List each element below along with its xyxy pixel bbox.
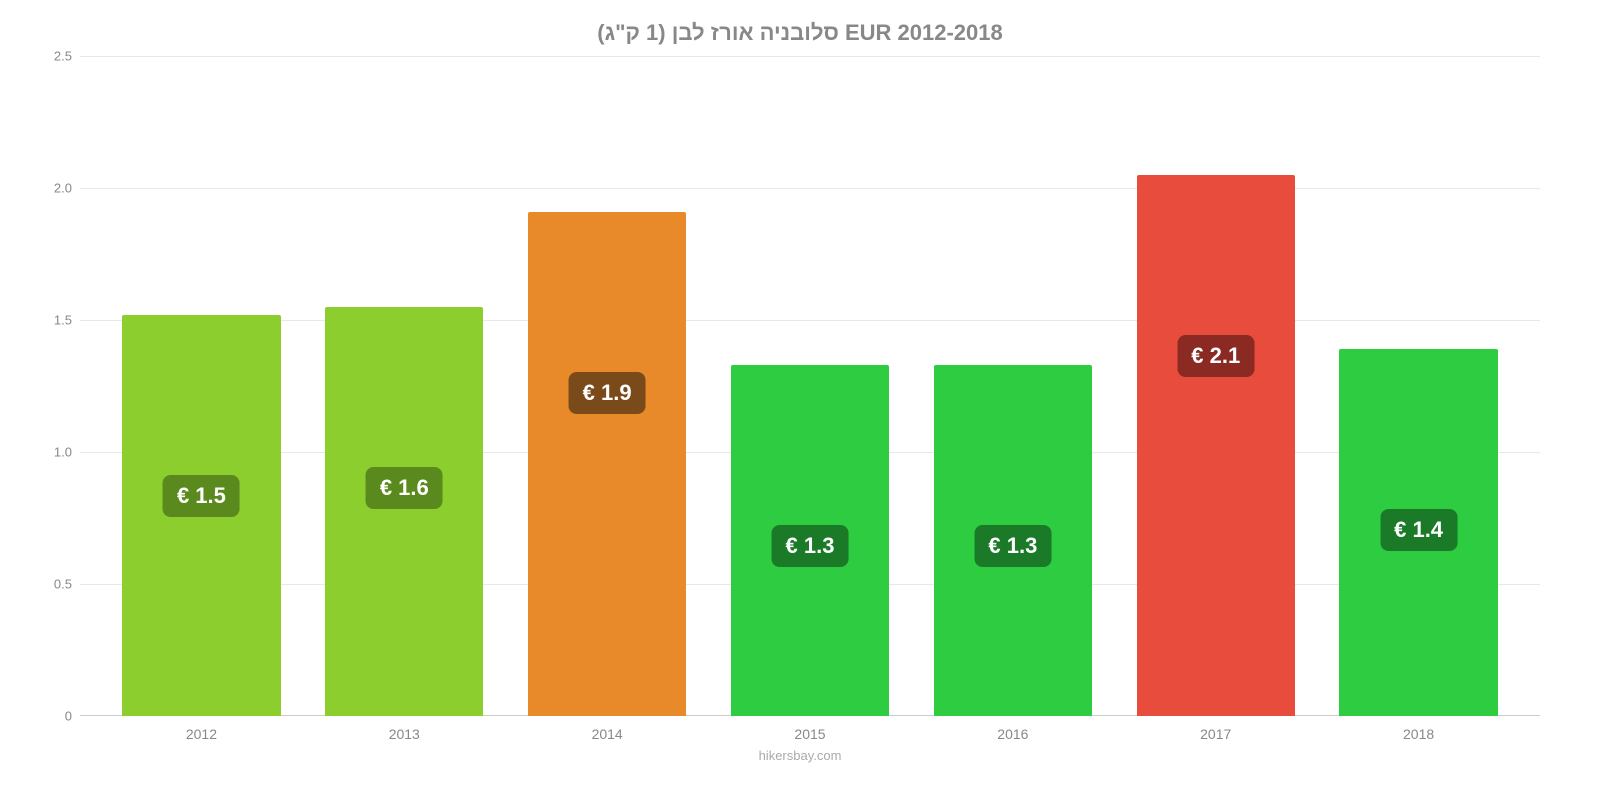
bar-slot: € 1.4 bbox=[1317, 56, 1520, 716]
bar-2015: € 1.3 bbox=[731, 365, 889, 716]
y-tick: 2.0 bbox=[54, 181, 72, 196]
bar-label: € 1.3 bbox=[974, 525, 1051, 567]
chart-title: סלובניה אורז לבן (1 ק"ג) EUR 2012-2018 bbox=[40, 20, 1560, 46]
bar-slot: € 1.3 bbox=[709, 56, 912, 716]
x-tick: 2018 bbox=[1317, 726, 1520, 742]
bar-label: € 1.9 bbox=[569, 372, 646, 414]
bars-area: € 1.5 € 1.6 € 1.9 € 1.3 € 1.3 bbox=[80, 56, 1540, 716]
bar-2014: € 1.9 bbox=[528, 212, 686, 716]
x-tick: 2016 bbox=[911, 726, 1114, 742]
bar-label: € 1.6 bbox=[366, 467, 443, 509]
x-tick: 2014 bbox=[506, 726, 709, 742]
bar-2012: € 1.5 bbox=[122, 315, 280, 716]
y-tick: 2.5 bbox=[54, 49, 72, 64]
bar-slot: € 1.5 bbox=[100, 56, 303, 716]
y-axis: 2.5 2.0 1.5 1.0 0.5 0 bbox=[40, 56, 80, 716]
y-tick: 0 bbox=[65, 709, 72, 724]
bar-slot: € 1.9 bbox=[506, 56, 709, 716]
x-tick: 2013 bbox=[303, 726, 506, 742]
bar-slot: € 1.6 bbox=[303, 56, 506, 716]
bar-2018: € 1.4 bbox=[1339, 349, 1497, 716]
bar-slot: € 1.3 bbox=[911, 56, 1114, 716]
x-tick: 2017 bbox=[1114, 726, 1317, 742]
plot-area: 2.5 2.0 1.5 1.0 0.5 0 € 1.5 € 1.6 bbox=[80, 56, 1540, 716]
y-tick: 0.5 bbox=[54, 577, 72, 592]
bar-label: € 1.3 bbox=[772, 525, 849, 567]
y-tick: 1.5 bbox=[54, 313, 72, 328]
bar-2017: € 2.1 bbox=[1137, 175, 1295, 716]
chart-container: סלובניה אורז לבן (1 ק"ג) EUR 2012-2018 2… bbox=[40, 20, 1560, 780]
x-axis: 2012 2013 2014 2015 2016 2017 2018 bbox=[80, 716, 1540, 742]
bar-label: € 1.5 bbox=[163, 475, 240, 517]
x-tick: 2012 bbox=[100, 726, 303, 742]
bar-2016: € 1.3 bbox=[934, 365, 1092, 716]
bar-label: € 2.1 bbox=[1177, 335, 1254, 377]
y-tick: 1.0 bbox=[54, 445, 72, 460]
attribution: hikersbay.com bbox=[40, 748, 1560, 763]
bar-2013: € 1.6 bbox=[325, 307, 483, 716]
x-tick: 2015 bbox=[709, 726, 912, 742]
bar-label: € 1.4 bbox=[1380, 509, 1457, 551]
bar-slot: € 2.1 bbox=[1114, 56, 1317, 716]
